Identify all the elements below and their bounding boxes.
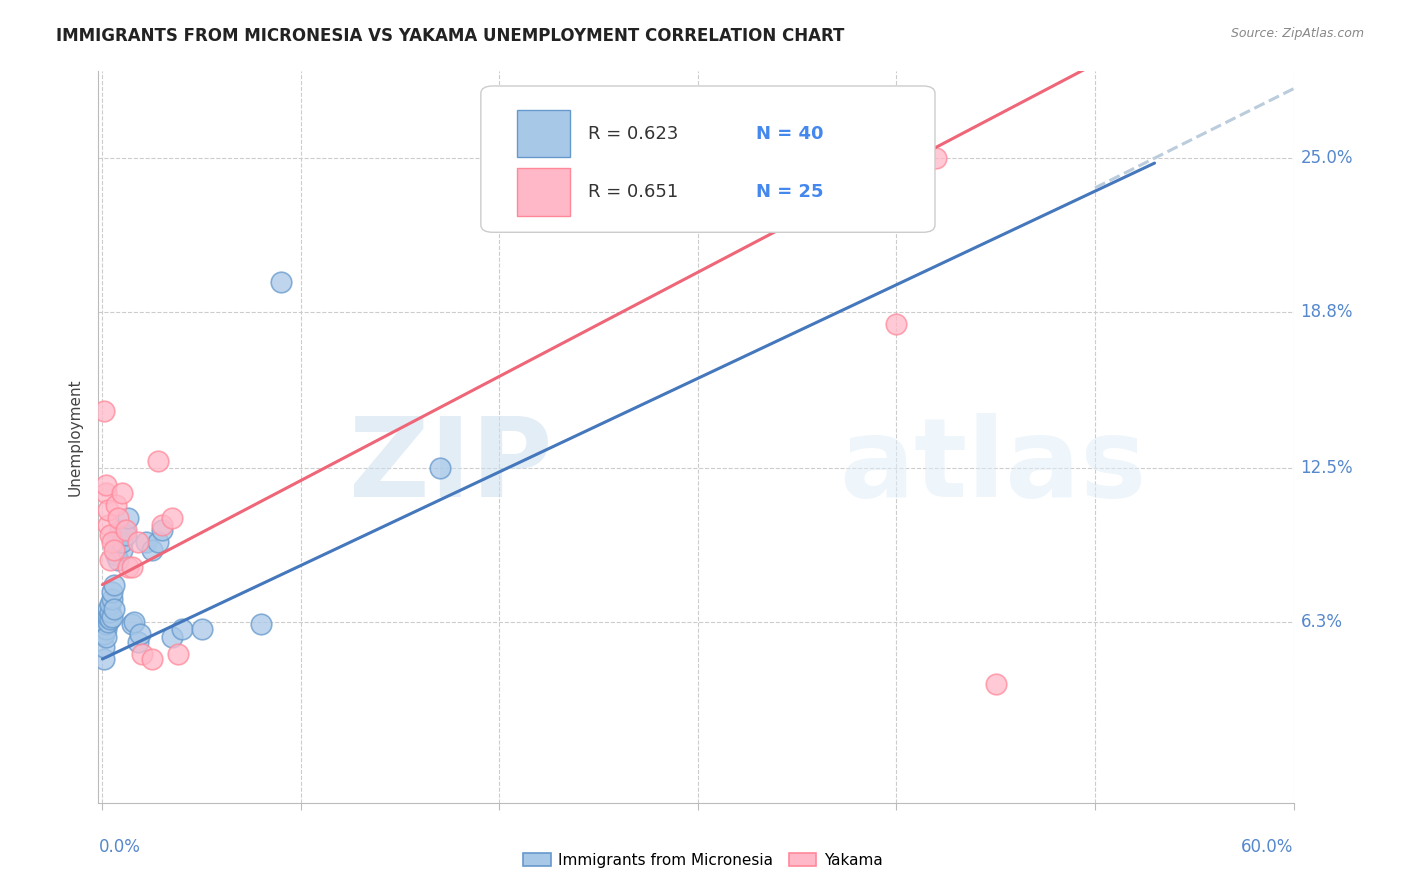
- Point: [101, 535, 124, 549]
- Point: [97, 518, 120, 533]
- Point: [110, 523, 132, 537]
- Point: [925, 151, 948, 165]
- Point: [98, 605, 121, 619]
- Point: [111, 535, 134, 549]
- Point: [107, 510, 129, 524]
- Point: [429, 461, 451, 475]
- Point: [98, 612, 121, 626]
- Point: [131, 647, 153, 661]
- Point: [93, 627, 115, 641]
- Point: [121, 617, 143, 632]
- Text: 60.0%: 60.0%: [1241, 838, 1294, 856]
- Point: [886, 318, 908, 332]
- Text: R = 0.651: R = 0.651: [589, 183, 679, 201]
- Point: [160, 630, 183, 644]
- Point: [121, 560, 143, 574]
- Point: [93, 652, 115, 666]
- Point: [146, 535, 169, 549]
- Point: [101, 610, 124, 624]
- Point: [190, 622, 212, 636]
- Text: IMMIGRANTS FROM MICRONESIA VS YAKAMA UNEMPLOYMENT CORRELATION CHART: IMMIGRANTS FROM MICRONESIA VS YAKAMA UNE…: [56, 27, 845, 45]
- Point: [129, 627, 152, 641]
- Point: [984, 677, 1007, 691]
- Legend: Immigrants from Micronesia, Yakama: Immigrants from Micronesia, Yakama: [516, 845, 890, 875]
- Point: [117, 510, 139, 524]
- Text: atlas: atlas: [839, 413, 1147, 520]
- Point: [122, 615, 145, 629]
- Point: [135, 535, 157, 549]
- Point: [101, 585, 124, 599]
- Point: [141, 652, 163, 666]
- Point: [150, 518, 173, 533]
- Point: [112, 523, 135, 537]
- Point: [103, 577, 125, 591]
- Point: [96, 617, 118, 632]
- Point: [101, 592, 124, 607]
- Point: [170, 622, 193, 636]
- Point: [96, 622, 118, 636]
- Point: [98, 553, 121, 567]
- Point: [97, 503, 120, 517]
- Point: [166, 647, 188, 661]
- Text: 18.8%: 18.8%: [1301, 303, 1353, 321]
- Point: [115, 523, 138, 537]
- Point: [270, 275, 292, 289]
- Point: [103, 602, 125, 616]
- Point: [105, 548, 128, 562]
- Text: 6.3%: 6.3%: [1301, 613, 1343, 631]
- Y-axis label: Unemployment: Unemployment: [67, 378, 83, 496]
- Point: [93, 404, 115, 418]
- Point: [150, 523, 173, 537]
- Point: [127, 634, 149, 648]
- Point: [107, 553, 129, 567]
- FancyBboxPatch shape: [481, 86, 935, 232]
- Point: [96, 478, 118, 492]
- Text: N = 25: N = 25: [756, 183, 824, 201]
- Point: [97, 602, 120, 616]
- Point: [111, 486, 134, 500]
- Point: [127, 535, 149, 549]
- Point: [105, 535, 128, 549]
- Point: [146, 453, 169, 467]
- Point: [98, 528, 121, 542]
- Text: 12.5%: 12.5%: [1301, 459, 1353, 477]
- Text: 25.0%: 25.0%: [1301, 149, 1353, 167]
- FancyBboxPatch shape: [517, 169, 571, 216]
- Point: [160, 510, 183, 524]
- Point: [111, 542, 134, 557]
- Point: [103, 542, 125, 557]
- Point: [141, 542, 163, 557]
- Text: N = 40: N = 40: [756, 125, 824, 143]
- Text: ZIP: ZIP: [349, 413, 553, 520]
- Point: [96, 630, 118, 644]
- Point: [117, 560, 139, 574]
- Point: [93, 640, 115, 654]
- Point: [97, 610, 120, 624]
- Point: [97, 615, 120, 629]
- Point: [115, 528, 138, 542]
- Point: [250, 617, 273, 632]
- Point: [98, 598, 121, 612]
- Point: [105, 498, 128, 512]
- Text: 0.0%: 0.0%: [98, 838, 141, 856]
- Text: R = 0.623: R = 0.623: [589, 125, 679, 143]
- Point: [96, 486, 118, 500]
- Text: Source: ZipAtlas.com: Source: ZipAtlas.com: [1230, 27, 1364, 40]
- FancyBboxPatch shape: [517, 110, 571, 157]
